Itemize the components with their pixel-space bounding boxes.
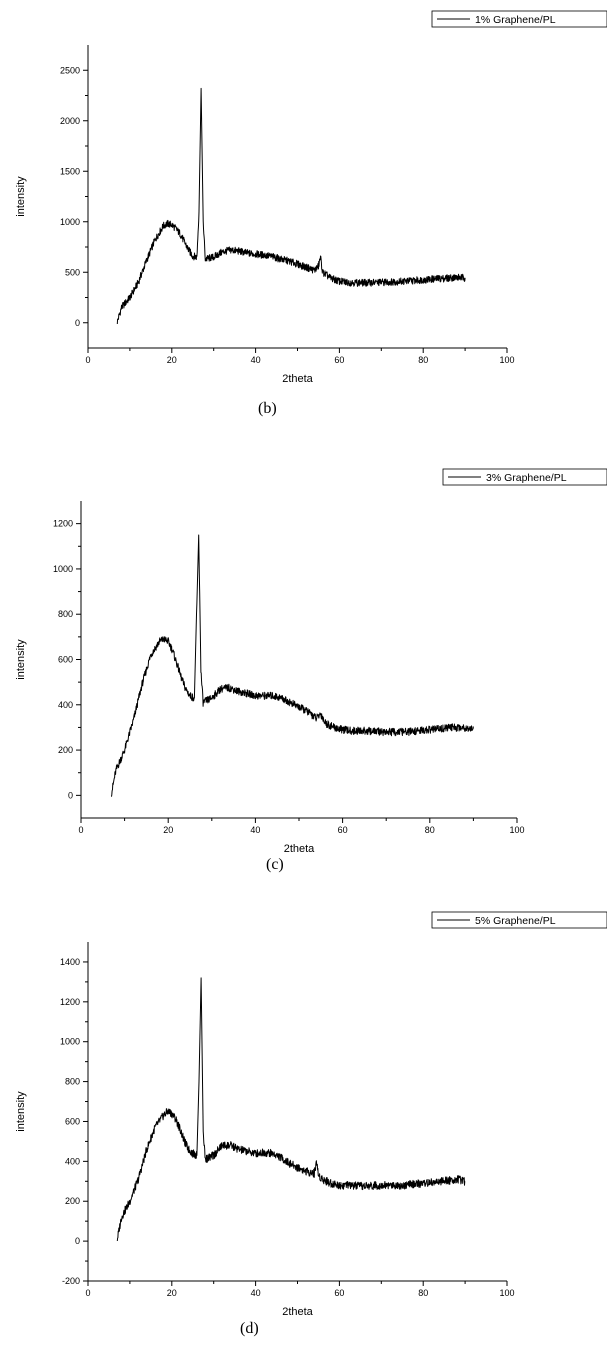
y-tick-label: 200 xyxy=(58,745,73,755)
chart-c-svg: 0 20 40 60 80 1000200400600800100012002thetai… xyxy=(15,468,607,855)
x-tick-label: 0 xyxy=(85,355,90,365)
y-tick-label: 600 xyxy=(65,1116,80,1126)
legend-box xyxy=(442,468,607,486)
y-tick-label: 800 xyxy=(65,1077,80,1087)
chart-b-svg: 0 20 40 60 80 100050010001500200025002thetain… xyxy=(15,10,607,385)
legend-label: 3% Graphene/PL xyxy=(486,472,567,484)
y-tick-label: 1400 xyxy=(60,957,80,967)
chart-panel-d: 0 20 40 60 80 100 -200 0 200 400 600 800 1000 1200 140… xyxy=(0,907,607,1346)
x-tick-label: 20 xyxy=(163,825,173,835)
y-tick-label: 400 xyxy=(58,700,73,710)
x-tick-label: 20 xyxy=(167,355,177,365)
caption-d: (d) xyxy=(240,1320,259,1337)
data-series-line xyxy=(111,534,474,797)
y-tick-label: 1200 xyxy=(60,997,80,1007)
legend-box xyxy=(431,911,607,929)
caption-c: (c) xyxy=(266,856,284,873)
x-tick-label: 40 xyxy=(251,1288,261,1298)
data-series-line xyxy=(116,977,466,1242)
y-axis-label: intensity xyxy=(15,176,27,217)
x-tick-label: 80 xyxy=(418,355,428,365)
x-tick-label: 100 xyxy=(509,825,524,835)
y-tick-label: 200 xyxy=(65,1196,80,1206)
chart-panel-b: 0 20 40 60 80 100 0 500 1000 1500 2000 2500 2theta in… xyxy=(0,0,607,430)
x-axis-label: 2theta xyxy=(282,373,313,385)
x-tick-label: 0 xyxy=(85,1288,90,1298)
y-tick-label: 800 xyxy=(58,609,73,619)
y-tick-label: -200 xyxy=(62,1276,80,1286)
x-tick-label: 40 xyxy=(251,355,261,365)
y-tick-label: 1500 xyxy=(60,166,80,176)
y-tick-label: 1200 xyxy=(53,519,73,529)
y-tick-label: 1000 xyxy=(60,217,80,227)
y-axis-label: intensity xyxy=(15,1091,27,1132)
x-axis-label: 2theta xyxy=(284,843,315,855)
legend-label: 1% Graphene/PL xyxy=(475,14,556,26)
y-tick-label: 500 xyxy=(65,267,80,277)
x-tick-label: 60 xyxy=(334,355,344,365)
x-tick-label: 100 xyxy=(499,1288,514,1298)
y-tick-label: 0 xyxy=(75,1236,80,1246)
y-tick-label: 1000 xyxy=(53,564,73,574)
caption-b: (b) xyxy=(258,400,277,417)
x-tick-label: 40 xyxy=(250,825,260,835)
y-tick-label: 0 xyxy=(68,790,73,800)
x-tick-label: 60 xyxy=(334,1288,344,1298)
chart-d-svg: 0 20 40 60 80 100 -200 0 200 400 600 800 1000 1200 140… xyxy=(15,911,607,1318)
y-tick-label: 2500 xyxy=(60,65,80,75)
y-tick-label: 400 xyxy=(65,1156,80,1166)
x-axis-label: 2theta xyxy=(282,1306,313,1318)
x-tick-label: 80 xyxy=(418,1288,428,1298)
x-tick-label: 0 xyxy=(78,825,83,835)
legend-label: 5% Graphene/PL xyxy=(475,915,556,927)
legend-box xyxy=(431,10,607,28)
data-series-line xyxy=(116,87,466,325)
x-tick-label: 100 xyxy=(499,355,514,365)
chart-panel-c: 0 20 40 60 80 100 0 200 400 600 800 1000 1200 2theta i… xyxy=(0,458,607,888)
x-tick-label: 20 xyxy=(167,1288,177,1298)
y-tick-label: 1000 xyxy=(60,1037,80,1047)
y-tick-label: 600 xyxy=(58,655,73,665)
y-axis-label: intensity xyxy=(15,639,27,680)
x-tick-label: 80 xyxy=(425,825,435,835)
y-tick-label: 2000 xyxy=(60,116,80,126)
y-tick-label: 0 xyxy=(75,318,80,328)
x-tick-label: 60 xyxy=(338,825,348,835)
